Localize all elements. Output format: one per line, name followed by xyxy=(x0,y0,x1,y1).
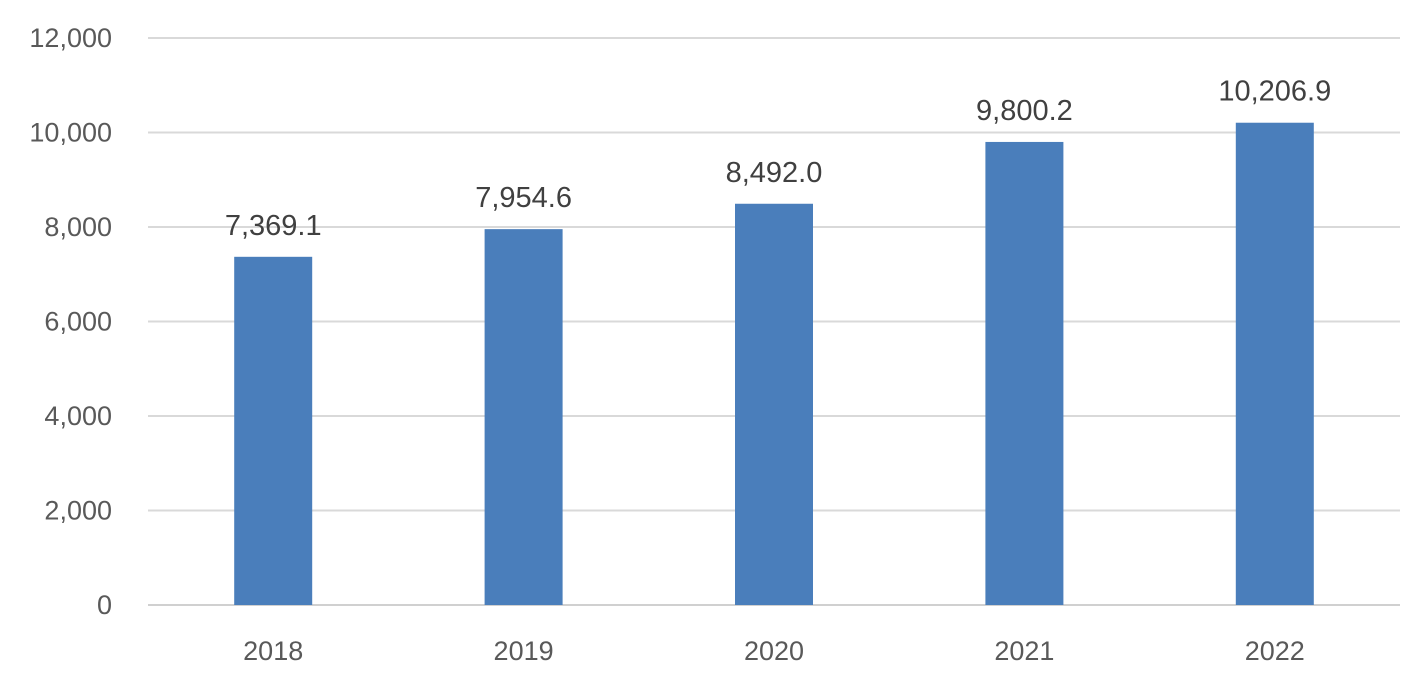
bars xyxy=(234,122,1314,606)
x-tick-label: 2020 xyxy=(744,636,804,666)
bar-2018 xyxy=(234,256,313,605)
data-label: 7,369.1 xyxy=(225,210,322,242)
data-label: 7,954.6 xyxy=(475,182,572,214)
x-tick-label: 2021 xyxy=(994,636,1054,666)
y-tick-label: 6,000 xyxy=(44,307,112,337)
bar-2021 xyxy=(985,141,1064,605)
y-tick-label: 12,000 xyxy=(29,23,112,53)
data-label: 9,800.2 xyxy=(976,95,1073,127)
bar-2020 xyxy=(735,203,813,606)
data-label: 10,206.9 xyxy=(1218,76,1331,108)
x-axis-tick-labels: 2018 2019 2020 2021 2022 xyxy=(243,636,1305,666)
y-axis-tick-labels: 0 2,000 4,000 6,000 8,000 10,000 12,000 xyxy=(29,23,112,620)
x-tick-label: 2022 xyxy=(1245,636,1305,666)
data-label: 8,492.0 xyxy=(726,157,823,189)
y-tick-label: 0 xyxy=(97,590,112,620)
data-labels: 7,369.1 7,954.6 8,492.0 9,800.2 10,206.9 xyxy=(225,76,1331,242)
y-tick-label: 4,000 xyxy=(44,401,112,431)
bar-2019 xyxy=(484,229,563,606)
x-tick-label: 2019 xyxy=(494,636,554,666)
y-tick-label: 8,000 xyxy=(44,212,112,242)
x-tick-label: 2018 xyxy=(243,636,303,666)
y-tick-label: 2,000 xyxy=(44,496,112,526)
y-tick-label: 10,000 xyxy=(29,118,112,148)
bar-2022 xyxy=(1235,122,1314,606)
